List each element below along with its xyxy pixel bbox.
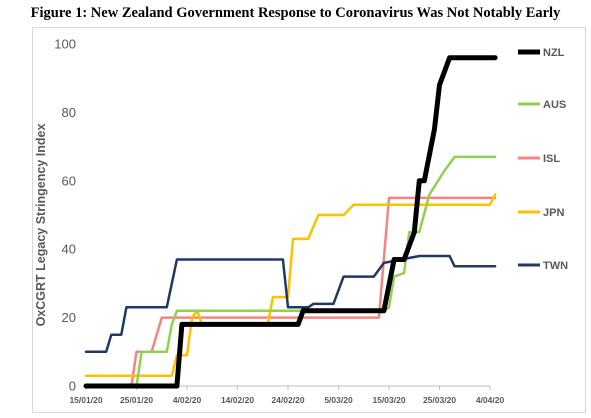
legend-label-isl: ISL [543, 153, 560, 165]
x-tick-label: 4/02/20 [173, 395, 202, 405]
series-line-isl [84, 196, 497, 388]
y-tick-label: 80 [62, 105, 76, 120]
y-tick-label: 100 [54, 37, 76, 52]
y-tick-label: 40 [62, 242, 76, 257]
series-line-nzl [83, 55, 498, 389]
chart-title: Figure 1: New Zealand Government Respons… [30, 5, 561, 21]
x-tick-label: 15/03/20 [372, 395, 405, 405]
series-line-twn [84, 254, 497, 354]
x-tick-label: 14/02/20 [221, 395, 254, 405]
chart-frame [32, 27, 586, 413]
series-line-jpn [84, 193, 497, 377]
legend-label-nzl: NZL [543, 47, 565, 59]
series-line-aus [84, 155, 497, 388]
x-tick-label: 15/01/20 [69, 395, 102, 405]
legend-label-twn: TWN [543, 260, 568, 272]
x-tick-label: 4/04/20 [476, 395, 505, 405]
x-tick-label: 25/01/20 [120, 395, 153, 405]
y-tick-label: 0 [69, 379, 76, 394]
legend-label-jpn: JPN [543, 207, 564, 219]
y-tick-label: 20 [62, 310, 76, 325]
y-axis-label: OxCGRT Legacy Stringency Index [34, 124, 48, 327]
y-tick-label: 60 [62, 173, 76, 188]
legend-label-aus: AUS [543, 99, 566, 111]
x-tick-label: 24/02/20 [271, 395, 304, 405]
x-tick-label: 25/03/20 [423, 395, 456, 405]
x-tick-label: 5/03/20 [324, 395, 353, 405]
